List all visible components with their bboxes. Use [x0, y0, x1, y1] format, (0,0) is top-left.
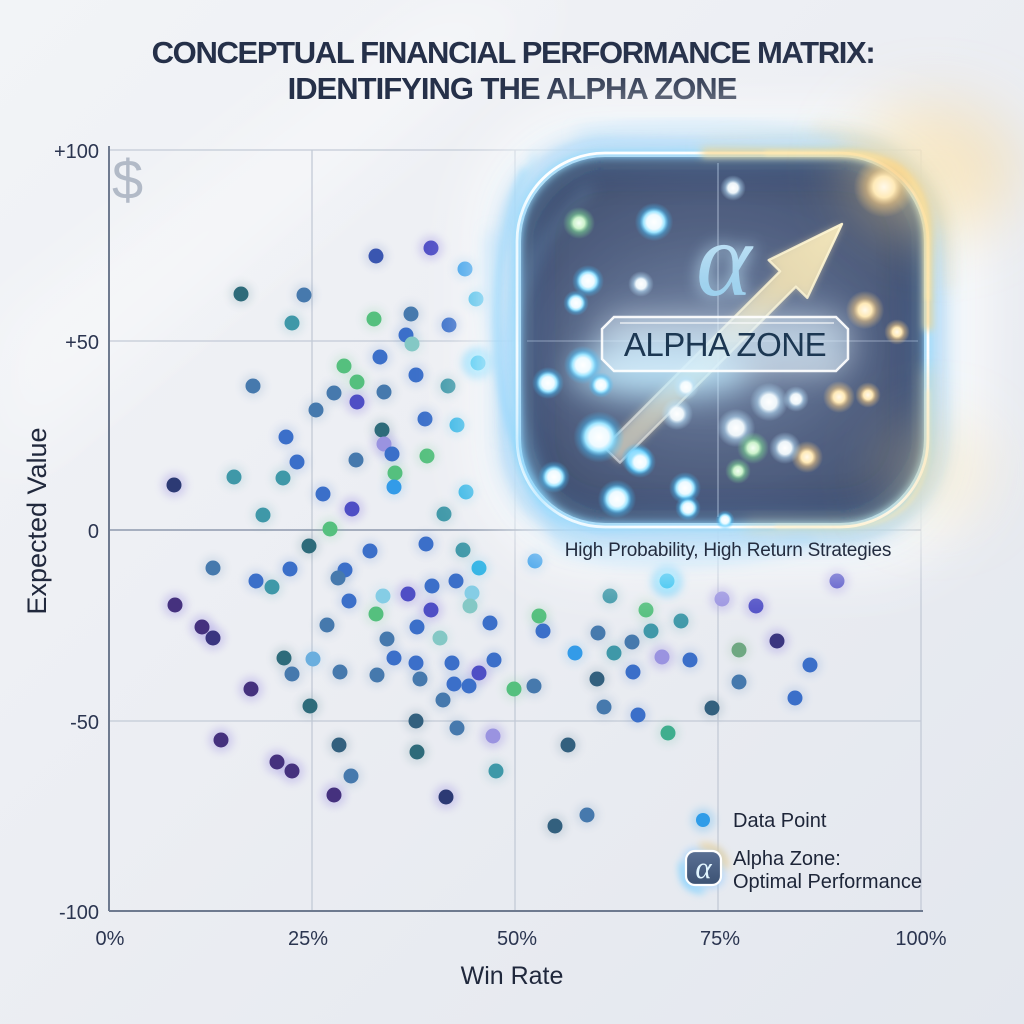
svg-text:$: $: [112, 148, 143, 211]
svg-text:-50: -50: [70, 712, 99, 734]
svg-text:100%: 100%: [895, 928, 946, 950]
svg-text:75%: 75%: [700, 928, 740, 950]
svg-text:+100: +100: [54, 141, 99, 163]
svg-text:α: α: [696, 201, 754, 318]
svg-text:IDENTIFYING THE ALPHA ZONE: IDENTIFYING THE ALPHA ZONE: [288, 71, 737, 106]
svg-text:-100: -100: [59, 902, 99, 924]
svg-text:Optimal Performance: Optimal Performance: [733, 871, 922, 893]
svg-text:High Probability, High Return: High Probability, High Return Strategies: [565, 540, 891, 561]
svg-text:Win Rate: Win Rate: [461, 962, 564, 990]
svg-text:α: α: [696, 201, 754, 318]
svg-text:50%: 50%: [497, 928, 537, 950]
svg-text:Data Point: Data Point: [733, 810, 827, 832]
svg-text:Expected Value: Expected Value: [22, 427, 52, 614]
svg-text:25%: 25%: [288, 928, 328, 950]
svg-text:CONCEPTUAL FINANCIAL PERFORMAN: CONCEPTUAL FINANCIAL PERFORMANCE MATRIX:: [152, 35, 875, 70]
svg-text:Alpha Zone:: Alpha Zone:: [733, 848, 841, 870]
svg-text:+50: +50: [65, 332, 99, 354]
svg-text:ALPHA ZONE: ALPHA ZONE: [624, 326, 826, 363]
svg-text:0%: 0%: [96, 928, 125, 950]
svg-text:α: α: [695, 850, 712, 885]
svg-text:0: 0: [88, 521, 99, 543]
